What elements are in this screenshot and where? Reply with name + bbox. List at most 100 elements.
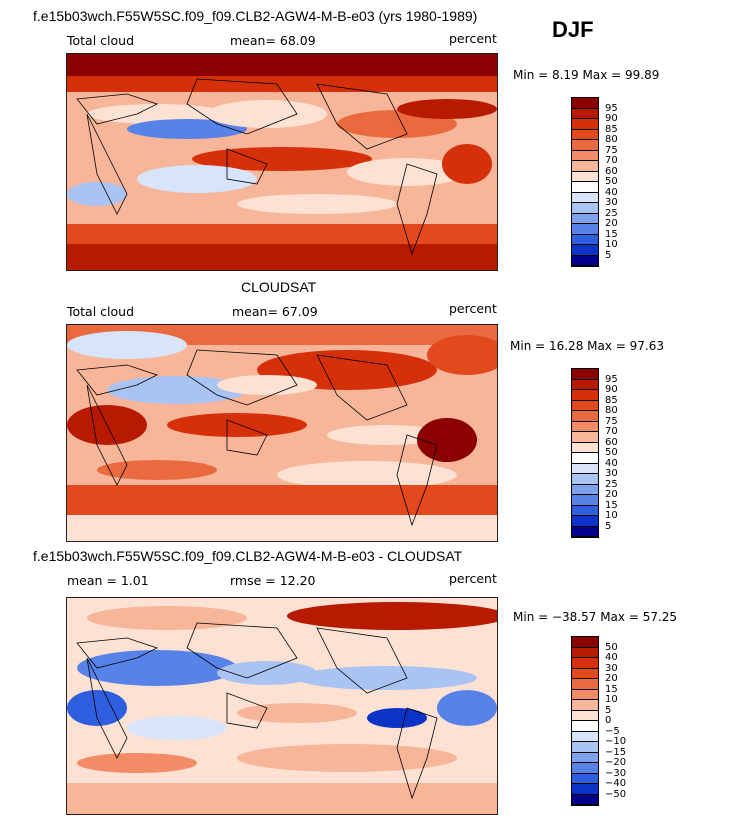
- colorbar-tick-label: 90: [605, 384, 618, 395]
- panel-1-map: [66, 53, 498, 271]
- colorbar-tick-label: 85: [605, 123, 618, 135]
- colorbar-swatch: [572, 668, 598, 679]
- colorbar-swatch: [572, 432, 598, 443]
- colorbar-swatch: [572, 411, 598, 422]
- colorbar-swatch: [572, 150, 598, 161]
- colorbar-tick-label: −15: [605, 746, 627, 758]
- colorbar-swatch: [572, 516, 598, 527]
- colorbar-tick-label: −40: [605, 778, 627, 789]
- colorbar-swatch: [572, 192, 598, 203]
- colorbar-swatch: [572, 784, 598, 795]
- colorbar-swatch: [572, 710, 598, 721]
- colorbar-tick-label: 5: [605, 249, 612, 261]
- panel-2-units-label: percent: [449, 301, 497, 316]
- colorbar-swatch: [572, 731, 598, 742]
- colorbar-swatch: [572, 453, 598, 464]
- colorbar-swatch: [572, 658, 598, 669]
- colorbar-tick-label: 50: [605, 176, 618, 187]
- colorbar-swatch: [572, 505, 598, 516]
- colorbar-tick-label: 40: [605, 457, 618, 469]
- colorbar-tick-label: 70: [605, 426, 618, 437]
- colorbar-swatch: [572, 721, 598, 732]
- colorbar-tick-label: −20: [605, 757, 627, 768]
- colorbar-swatch: [572, 400, 598, 411]
- panel-3-map: [66, 597, 498, 815]
- colorbar-tick-label: 5: [605, 520, 612, 532]
- colorbar-tick-label: 30: [605, 197, 618, 208]
- colorbar-tick-label: 85: [605, 394, 618, 406]
- panel-3-colorbar: 50 40 30 20 15 10 5 0 −5 −10 −15 −20 −30 −40 −50: [571, 636, 626, 806]
- colorbar-swatch: [572, 108, 598, 119]
- panel-3-units-label: percent: [449, 571, 497, 586]
- colorbar-swatch: [572, 794, 598, 805]
- colorbar-tick-label: 20: [605, 489, 618, 500]
- colorbar-swatch: [572, 255, 598, 266]
- colorbar-tick-label: −5: [605, 725, 620, 737]
- panel-2-title: CLOUDSAT: [241, 279, 317, 295]
- colorbar-tick-label: 30: [605, 662, 618, 674]
- panel-2-minmax: Min = 16.28 Max = 97.63: [510, 339, 664, 353]
- colorbar-tick-label: 30: [605, 468, 618, 479]
- colorbar-swatch: [572, 647, 598, 658]
- panel-1-colorbar: 95 90 85 80 75 70 60 50 40 30 25 20 15 10 5: [571, 97, 618, 267]
- colorbar-tick-label: 25: [605, 478, 618, 490]
- colorbar-tick-label: 40: [605, 186, 618, 198]
- colorbar-tick-label: −50: [605, 788, 627, 800]
- colorbar-swatch: [572, 484, 598, 495]
- colorbar-swatch: [572, 526, 598, 537]
- colorbar-swatch: [572, 98, 598, 109]
- colorbar-tick-label: 80: [605, 405, 618, 416]
- colorbar-swatch: [572, 763, 598, 774]
- colorbar-tick-label: 75: [605, 144, 618, 156]
- colorbar-tick-label: 95: [605, 102, 618, 114]
- colorbar-swatch: [572, 495, 598, 506]
- colorbar-tick-label: 0: [605, 715, 612, 726]
- colorbar-swatch: [572, 245, 598, 256]
- colorbar-swatch: [572, 742, 598, 753]
- panel-1-title: f.e15b03wch.F55W5SC.f09_f09.CLB2-AGW4-M-…: [33, 8, 478, 24]
- panel-1-field-label: Total cloud: [67, 33, 135, 48]
- colorbar-tick-label: 10: [605, 694, 618, 705]
- panel-2-map: [66, 324, 498, 542]
- season-label: DJF: [552, 17, 594, 42]
- colorbar-swatch: [572, 161, 598, 172]
- colorbar-tick-label: 50: [605, 641, 618, 653]
- colorbar-tick-label: 25: [605, 207, 618, 219]
- panel-1-minmax: Min = 8.19 Max = 99.89: [513, 68, 660, 82]
- colorbar-swatch: [572, 213, 598, 224]
- colorbar-swatch: [572, 421, 598, 432]
- panel-2-mean-label: mean= 67.09: [232, 304, 318, 319]
- colorbar-swatch: [572, 390, 598, 401]
- colorbar-swatch: [572, 752, 598, 763]
- colorbar-swatch: [572, 203, 598, 214]
- colorbar-swatch: [572, 171, 598, 182]
- colorbar-tick-label: −30: [605, 767, 627, 779]
- colorbar-swatch: [572, 463, 598, 474]
- colorbar-swatch: [572, 474, 598, 485]
- colorbar-swatch: [572, 182, 598, 193]
- colorbar-swatch: [572, 679, 598, 690]
- colorbar-swatch: [572, 379, 598, 390]
- panel-2-field-label: Total cloud: [67, 304, 135, 319]
- colorbar-swatch: [572, 140, 598, 151]
- colorbar-swatch: [572, 119, 598, 130]
- colorbar-tick-label: 90: [605, 113, 618, 124]
- colorbar-tick-label: 10: [605, 239, 618, 250]
- colorbar-swatch: [572, 637, 598, 648]
- panel-3-rmse-label: rmse = 12.20: [230, 573, 316, 588]
- colorbar-swatch: [572, 689, 598, 700]
- colorbar-tick-label: 70: [605, 155, 618, 166]
- colorbar-swatch: [572, 369, 598, 380]
- colorbar-tick-label: 75: [605, 415, 618, 427]
- colorbar-tick-label: 95: [605, 373, 618, 385]
- colorbar-swatch: [572, 442, 598, 453]
- panel-2-colorbar: 95 90 85 80 75 70 60 50 40 30 25 20 15 10 5: [571, 368, 618, 538]
- colorbar-tick-label: 60: [605, 436, 618, 448]
- colorbar-tick-label: 10: [605, 510, 618, 521]
- colorbar-swatch: [572, 773, 598, 784]
- panel-1-units-label: percent: [449, 31, 497, 46]
- colorbar-tick-label: 20: [605, 673, 618, 684]
- colorbar-tick-label: 50: [605, 447, 618, 458]
- colorbar-tick-label: 15: [605, 683, 618, 695]
- colorbar-swatch: [572, 224, 598, 235]
